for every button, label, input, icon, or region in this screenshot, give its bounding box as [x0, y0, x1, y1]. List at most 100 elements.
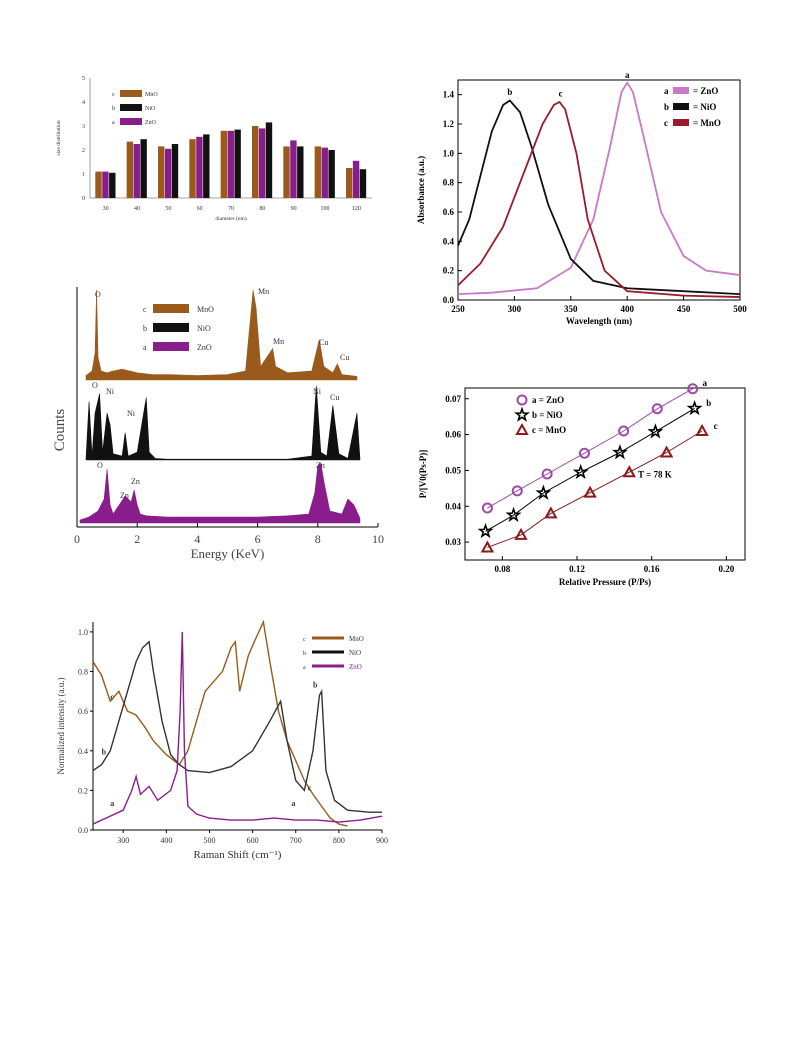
x-axis-label: diameter (nm): [215, 215, 246, 222]
x-axis-label: Energy (KeV): [191, 546, 265, 561]
data-point-zno: [651, 403, 663, 415]
peak-label: Cu: [319, 338, 328, 347]
legend-letter: b: [143, 324, 147, 333]
y-tick-label: 0.2: [78, 786, 88, 795]
spectrum-mno: [85, 289, 358, 381]
y-tick-label: 0.05: [445, 465, 461, 475]
legend-label: MnO: [197, 305, 214, 314]
curve-label: a: [625, 70, 630, 80]
y-tick-label: 0.0: [443, 295, 455, 305]
legend-letter: c: [143, 305, 147, 314]
curve-label: a: [291, 799, 295, 808]
x-tick-label: 10: [372, 532, 384, 546]
bar-zno: [133, 144, 140, 198]
curve-label: c: [559, 89, 563, 99]
spectrum-zno: [92, 631, 383, 825]
bar-mno: [251, 126, 259, 198]
legend-label: NiO: [145, 106, 156, 112]
y-tick-label: 3: [82, 124, 85, 130]
data-point-mno: [695, 423, 709, 436]
bar-zno: [321, 147, 328, 198]
y-axis-label: Absorbance (a.u.): [416, 156, 426, 224]
series-line-mno: [457, 100, 741, 298]
bar-nio: [234, 129, 241, 198]
x-tick-label: 60: [197, 206, 203, 212]
curve-label: b: [706, 398, 711, 408]
data-point-zno: [687, 383, 699, 395]
y-tick-label: 0.2: [443, 266, 455, 276]
bar-mno: [189, 139, 196, 198]
y-tick-label: 0: [82, 196, 85, 202]
fit-line-zno: [487, 388, 693, 509]
bar-mno: [220, 130, 228, 198]
data-point-nio: [611, 444, 628, 460]
y-axis-label: Normalized intensity (a.u.): [56, 678, 66, 775]
data-point-nio: [535, 484, 552, 500]
legend-letter: c: [664, 118, 668, 128]
legend-swatch: [153, 323, 189, 332]
curve-label: b: [102, 748, 107, 757]
data-point-mno: [622, 465, 636, 478]
x-tick-label: 30: [103, 206, 109, 212]
legend-letter: c: [303, 637, 306, 643]
x-axis-label: Raman Shift (cm⁻¹): [194, 849, 282, 861]
bar-nio: [140, 139, 147, 198]
legend-swatch: [673, 103, 689, 110]
curve-label: c: [308, 783, 312, 792]
y-tick-label: 0.8: [78, 668, 88, 677]
peak-label: O: [95, 290, 101, 299]
curve-label: c: [714, 421, 718, 431]
legend-label: a = ZnO: [532, 395, 564, 405]
bar-zno: [196, 136, 203, 198]
bar-nio: [328, 150, 335, 198]
x-tick-label: 250: [451, 304, 465, 314]
x-tick-label: 4: [194, 532, 200, 546]
data-point-mno: [480, 540, 495, 553]
spectrum-nio: [92, 640, 382, 813]
legend-letter: b: [112, 106, 115, 112]
legend-marker: [516, 394, 528, 406]
peak-label: Mn: [258, 287, 269, 296]
legend-swatch: [153, 342, 189, 351]
data-point-zno: [481, 502, 493, 514]
x-tick-label: 100: [321, 206, 330, 212]
temperature-annotation: T = 78 K: [638, 470, 672, 480]
series-line-zno: [457, 81, 741, 296]
x-tick-label: 500: [733, 304, 747, 314]
legend-label: = MnO: [693, 118, 721, 128]
data-point-nio: [477, 522, 494, 539]
legend-letter: c: [112, 92, 115, 98]
data-point-mno: [544, 506, 558, 519]
y-tick-label: 1.0: [78, 628, 88, 637]
legend-label: NiO: [349, 649, 361, 657]
bar-zno: [102, 171, 109, 198]
y-tick-label: 4: [82, 100, 85, 106]
legend-letter: a: [664, 86, 669, 96]
x-tick-label: 900: [376, 836, 388, 845]
spectrum-nio: [85, 385, 361, 461]
legend-label: c = MnO: [532, 425, 566, 435]
legend-label: MnO: [349, 635, 364, 643]
y-tick-label: 1.0: [443, 148, 455, 158]
legend-label: = ZnO: [693, 86, 718, 96]
curve-label: b: [313, 680, 318, 689]
x-tick-label: 800: [333, 836, 345, 845]
y-tick-label: 2: [82, 148, 85, 154]
y-tick-label: 0.0: [78, 826, 88, 835]
legend-swatch: [673, 119, 689, 126]
x-tick-label: 50: [165, 206, 171, 212]
y-tick-label: 5: [82, 76, 85, 82]
legend-swatch-mno: [120, 90, 142, 97]
bar-zno: [290, 140, 297, 198]
legend-swatch-nio: [120, 104, 142, 111]
data-point-zno: [541, 468, 553, 480]
peak-label: O: [92, 381, 98, 390]
legend-swatch-zno: [120, 118, 142, 125]
x-tick-label: 90: [291, 206, 297, 212]
y-tick-label: 0.07: [445, 394, 461, 404]
x-tick-label: 8: [315, 532, 321, 546]
peak-label: Cu: [330, 393, 339, 402]
x-tick-label: 700: [290, 836, 302, 845]
bar-nio: [171, 144, 179, 198]
x-tick-label: 40: [134, 206, 140, 212]
